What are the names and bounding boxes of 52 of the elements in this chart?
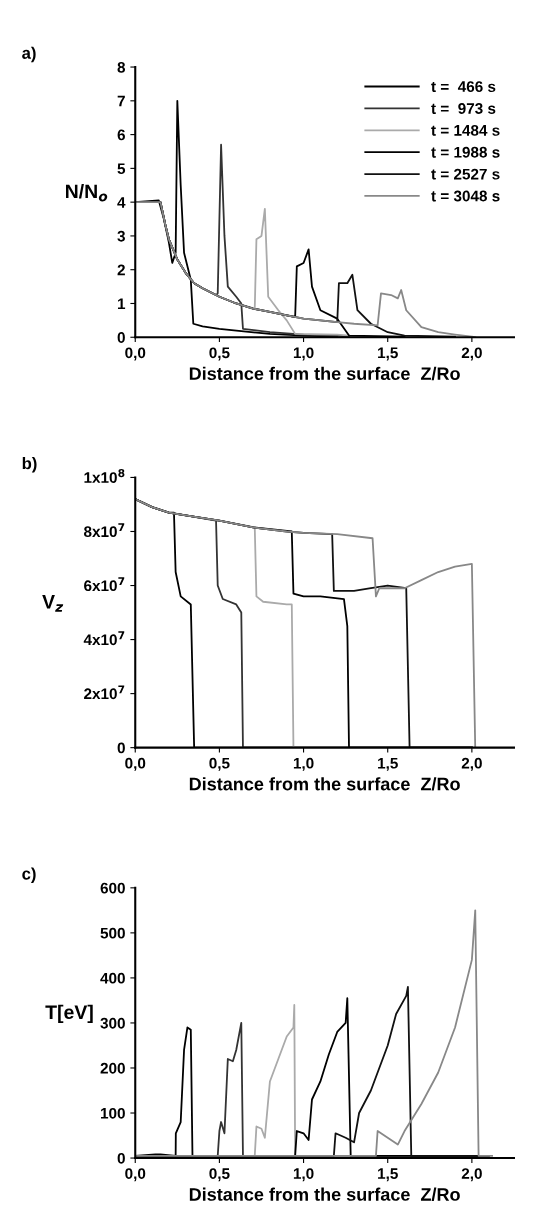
x-tick-label: 0,5 bbox=[209, 757, 230, 771]
x-tick-label: 0,5 bbox=[209, 1168, 230, 1182]
legend-label: t = 973 s bbox=[431, 103, 496, 114]
y-tick-label: 1x10$^{8}$ bbox=[84, 469, 125, 484]
y-tick-label: 0 bbox=[117, 1152, 125, 1164]
legend-label: t = 1988 s bbox=[431, 146, 500, 158]
x-tick-label: 0,0 bbox=[125, 1168, 146, 1182]
y-tick-label: 6 bbox=[117, 129, 125, 141]
y-tick-label: 5 bbox=[117, 163, 126, 175]
chart-title: a) bbox=[22, 46, 36, 63]
y-tick-label: 200 bbox=[100, 1062, 125, 1074]
y-tick-label: 8 bbox=[117, 61, 126, 73]
legend-label: t = 2527 s bbox=[431, 168, 500, 180]
x-tick-label: 2,0 bbox=[461, 1168, 482, 1182]
y-axis-title: N/N$_{o}$ bbox=[66, 183, 108, 202]
y-tick-label: 2x10$^{7}$ bbox=[84, 685, 125, 700]
y-tick-label: 0 bbox=[117, 742, 125, 754]
y-tick-label: 100 bbox=[101, 1107, 125, 1119]
y-tick-label: 2 bbox=[117, 264, 125, 276]
x-tick-label: 2,0 bbox=[461, 757, 482, 771]
x-tick-label: 1,5 bbox=[378, 347, 398, 361]
y-tick-label: 1 bbox=[117, 298, 126, 310]
y-tick-label: 400 bbox=[100, 972, 125, 984]
x-tick-label: 0,0 bbox=[125, 757, 146, 771]
y-tick-label: 8x10$^{7}$ bbox=[84, 523, 125, 538]
x-tick-label: 1,5 bbox=[378, 757, 398, 771]
chart-title: b) bbox=[22, 457, 37, 473]
y-tick-label: 0 bbox=[117, 332, 125, 343]
y-axis-title: T[eV] bbox=[45, 1004, 93, 1023]
x-tick-label: 1,5 bbox=[378, 1168, 398, 1182]
y-tick-label: 3 bbox=[117, 230, 125, 242]
x-axis-title: Distance from the surface Z/Ro bbox=[189, 1187, 460, 1202]
legend-label: t = 1484 s bbox=[431, 124, 500, 136]
x-tick-label: 1,0 bbox=[293, 1168, 314, 1182]
y-tick-label: 500 bbox=[100, 927, 125, 939]
x-axis-title: Distance from the surface Z/Ro bbox=[189, 366, 460, 381]
x-tick-label: 0,0 bbox=[125, 347, 146, 361]
x-tick-label: 1,0 bbox=[293, 347, 314, 361]
y-tick-label: 300 bbox=[100, 1017, 125, 1029]
x-axis-title: Distance from the surface Z/Ro bbox=[189, 777, 460, 791]
y-tick-label: 4x10$^{7}$ bbox=[83, 631, 125, 646]
legend-label: t = 466 s bbox=[431, 81, 496, 93]
x-tick-label: 1,0 bbox=[293, 757, 314, 771]
x-tick-label: 2,0 bbox=[461, 347, 482, 361]
legend-label: t = 3048 s bbox=[431, 190, 500, 202]
x-tick-label: 0,5 bbox=[209, 347, 230, 361]
y-axis-title: V$_{z}$ bbox=[42, 595, 64, 612]
y-tick-label: 7 bbox=[117, 95, 125, 107]
y-tick-label: 600 bbox=[100, 882, 125, 894]
y-tick-label: 6x10$^{7}$ bbox=[84, 577, 125, 592]
y-tick-label: 4 bbox=[117, 197, 126, 208]
chart-title: c) bbox=[22, 867, 36, 883]
